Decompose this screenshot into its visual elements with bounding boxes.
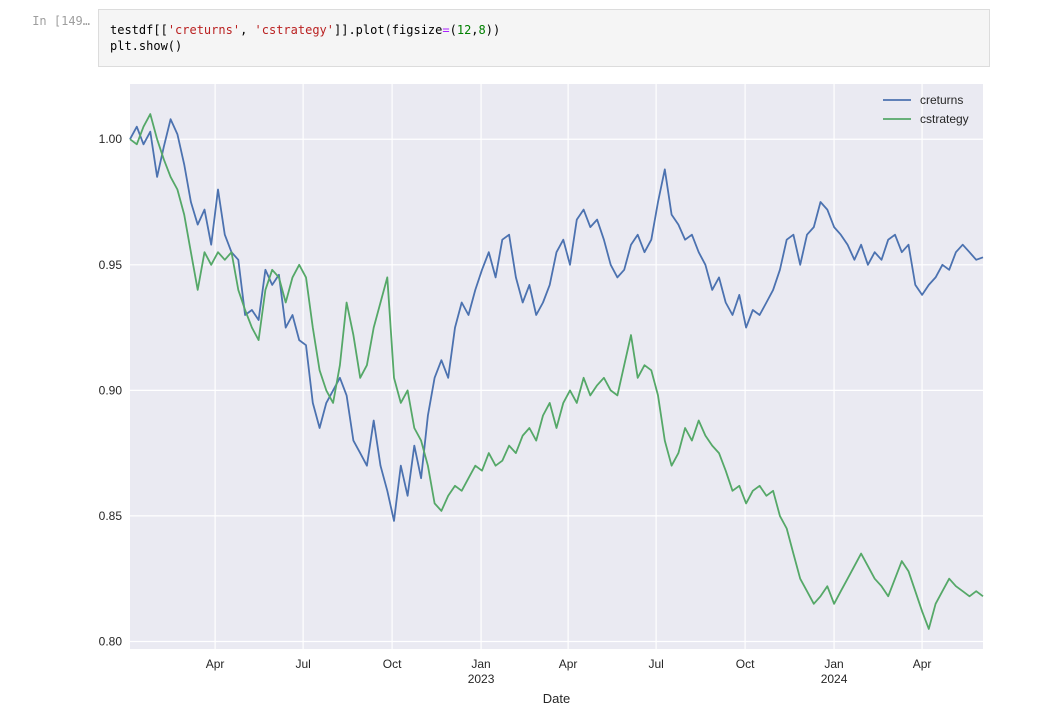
- y-tick-label: 1.00: [99, 132, 123, 146]
- code-cell-input[interactable]: testdf[['creturns', 'cstrategy']].plot(f…: [98, 9, 990, 67]
- code-token-string: 'creturns': [167, 23, 241, 37]
- legend-label: creturns: [920, 93, 963, 107]
- x-tick-label: Oct: [736, 657, 755, 671]
- code-line-1: testdf[['creturns', 'cstrategy']].plot(f…: [110, 22, 989, 38]
- y-axis-ticks: 0.80 0.85 0.90 0.95 1.00: [99, 132, 123, 648]
- line-chart: 0.800.850.900.951.00 Apr Jul Oct Jan2023Apr…: [99, 84, 984, 706]
- x-tick-label: Apr: [206, 657, 225, 671]
- x-tick-year-label: 2023: [468, 672, 495, 686]
- code-token-number: 8: [478, 23, 486, 37]
- x-tick-label: Apr: [913, 657, 932, 671]
- code-token: )): [485, 23, 501, 37]
- code-token: ]].plot(figsize: [334, 23, 443, 37]
- y-tick-label: 0.85: [99, 509, 123, 523]
- x-tick-label: Apr: [559, 657, 578, 671]
- grid: [130, 84, 983, 649]
- code-token: testdf: [110, 23, 154, 37]
- code-token-string: 'cstrategy': [254, 23, 334, 37]
- plot-background: [130, 84, 983, 649]
- x-tick-label: Jan: [824, 657, 843, 671]
- x-tick-label: Jan: [471, 657, 490, 671]
- code-token: ,: [471, 23, 479, 37]
- x-tick-label: Oct: [383, 657, 402, 671]
- series-lines: [129, 113, 984, 630]
- legend-label: cstrategy: [920, 112, 969, 126]
- x-tick-year-label: 2024: [821, 672, 848, 686]
- y-tick-label: 0.95: [99, 258, 123, 272]
- x-axis-label: Date: [543, 691, 570, 706]
- code-token: ,: [240, 23, 255, 37]
- code-token: [[: [153, 23, 168, 37]
- code-line-2: plt.show(): [110, 39, 183, 53]
- x-tick-label: Jul: [648, 657, 663, 671]
- code-token: (: [449, 23, 457, 37]
- legend: creturns cstrategy: [883, 93, 969, 126]
- code-token-operator: =: [442, 23, 450, 37]
- x-tick-label: Jul: [295, 657, 310, 671]
- cell-prompt: In [149…: [32, 14, 90, 28]
- series-line-cstrategy: [129, 113, 984, 630]
- y-tick-label: 0.80: [99, 634, 123, 648]
- y-tick-label: 0.90: [99, 383, 123, 397]
- code-token-number: 12: [456, 23, 472, 37]
- series-line-creturns: [129, 118, 984, 522]
